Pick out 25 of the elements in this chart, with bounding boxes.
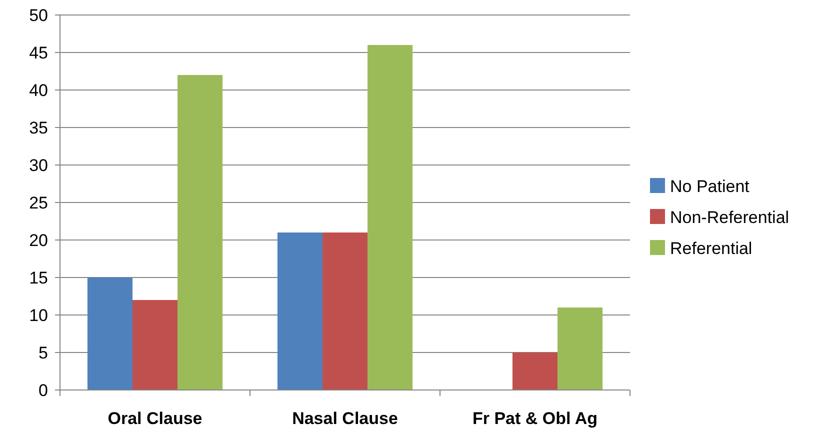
- y-tick-label: 0: [38, 380, 48, 400]
- x-tick-label: Nasal Clause: [292, 409, 398, 428]
- y-tick-label: 35: [29, 118, 48, 138]
- y-tick-label: 40: [29, 80, 48, 100]
- legend-label: No Patient: [670, 176, 750, 196]
- y-tick-label: 5: [38, 343, 48, 362]
- y-tick-label: 50: [29, 6, 48, 25]
- bar: [558, 308, 603, 390]
- x-tick-label: Fr Pat & Obl Ag: [472, 409, 598, 428]
- bar: [512, 352, 558, 390]
- y-tick-label: 20: [29, 230, 48, 250]
- bar: [277, 232, 322, 390]
- legend-label: Non-Referential: [670, 208, 790, 227]
- bar: [368, 45, 413, 390]
- y-tick-label: 15: [29, 268, 48, 288]
- bar: [87, 278, 132, 390]
- x-tick-label: Oral Clause: [108, 409, 202, 428]
- bar: [132, 300, 178, 390]
- y-tick-label: 25: [29, 193, 48, 212]
- bar: [178, 75, 223, 390]
- y-tick-label: 30: [29, 156, 48, 175]
- y-tick-label: 45: [29, 43, 48, 62]
- legend-label: Referential: [670, 238, 752, 258]
- bar: [322, 232, 368, 390]
- y-tick-label: 10: [29, 306, 48, 325]
